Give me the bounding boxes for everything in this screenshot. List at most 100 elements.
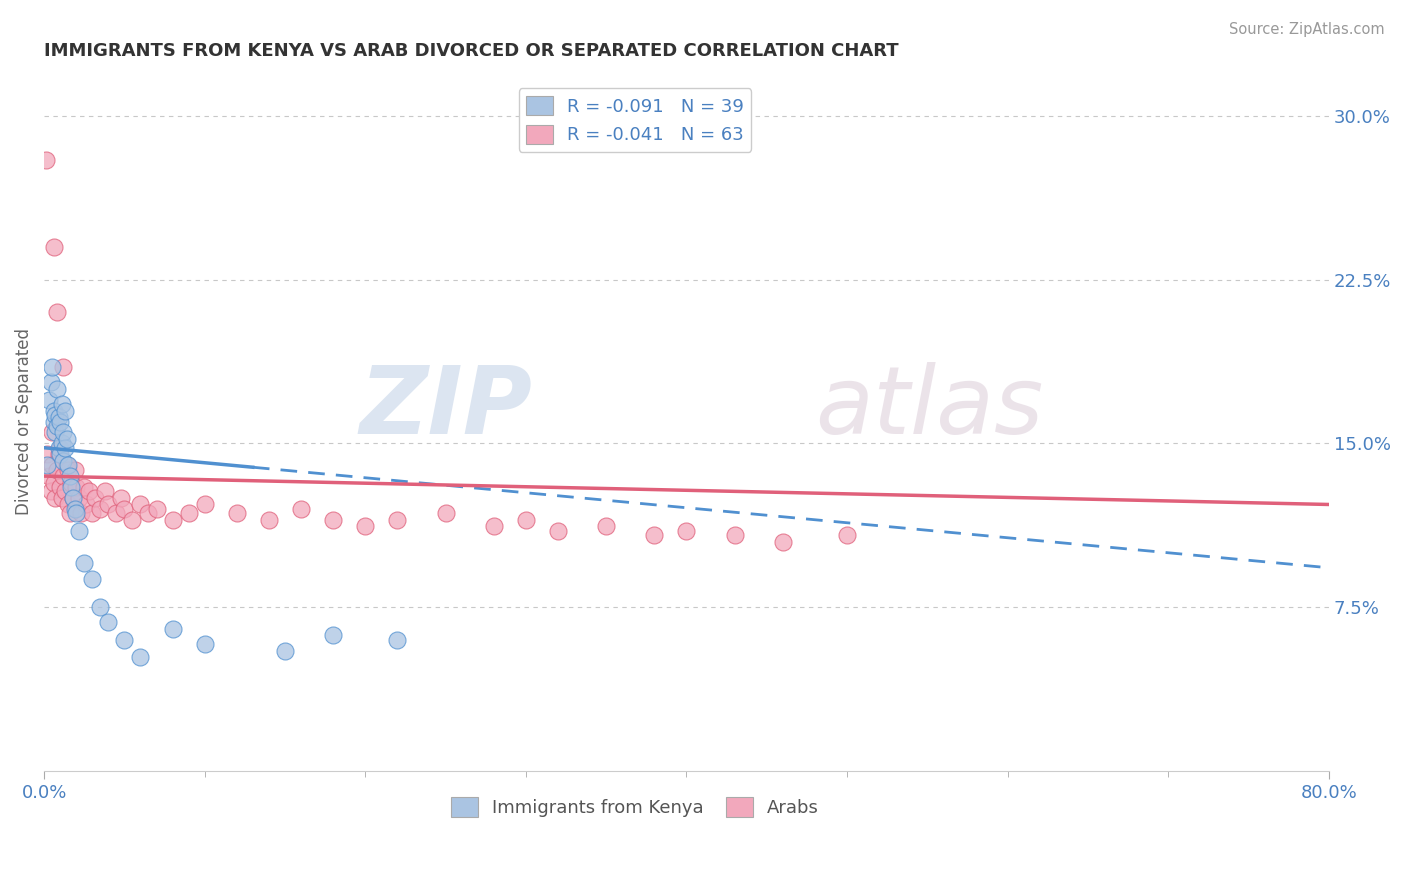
Point (41, 359, 63, 374)
Point (274, 643, 297, 657)
Point (82, 506, 104, 520)
Point (354, 519, 377, 533)
Point (89, 600, 111, 615)
Point (58, 458, 80, 473)
Point (73, 480, 96, 494)
Point (42, 240, 65, 254)
Text: IMMIGRANTS FROM KENYA VS ARAB DIVORCED OR SEPARATED CORRELATION CHART: IMMIGRANTS FROM KENYA VS ARAB DIVORCED O… (44, 42, 898, 60)
Point (44, 408, 66, 422)
Point (51, 491, 73, 505)
Point (434, 506, 457, 520)
Point (82, 572, 104, 586)
Point (94, 484, 117, 499)
Point (42, 403, 65, 417)
Point (73, 557, 96, 571)
Point (129, 650, 152, 665)
Point (643, 528, 665, 542)
Point (46, 305, 69, 319)
Point (145, 501, 167, 516)
Point (44, 425, 66, 440)
Point (675, 524, 697, 538)
Point (38, 392, 60, 407)
Point (225, 506, 247, 520)
Point (46, 382, 69, 396)
Point (49, 441, 72, 455)
Point (290, 501, 312, 516)
Point (69, 491, 91, 505)
Point (38, 469, 60, 483)
Point (112, 501, 135, 516)
Point (62, 491, 84, 505)
Point (112, 632, 135, 647)
Point (49, 415, 72, 429)
Point (60, 475, 83, 490)
Point (110, 491, 132, 505)
Point (41, 425, 63, 440)
Legend: Immigrants from Kenya, Arabs: Immigrants from Kenya, Arabs (444, 790, 827, 824)
Point (70, 506, 93, 520)
Point (162, 622, 184, 636)
Point (121, 513, 143, 527)
Point (129, 498, 152, 512)
Point (322, 513, 344, 527)
Text: atlas: atlas (815, 362, 1043, 453)
Point (387, 632, 409, 647)
Point (35, 153, 58, 167)
Text: Source: ZipAtlas.com: Source: ZipAtlas.com (1229, 22, 1385, 37)
Point (62, 491, 84, 505)
Point (52, 425, 75, 440)
Point (49, 447, 72, 461)
Point (772, 534, 794, 549)
Point (46, 462, 69, 476)
Point (63, 501, 86, 516)
Point (46, 418, 69, 433)
Point (52, 469, 75, 483)
Point (55, 458, 77, 473)
Point (162, 513, 184, 527)
Point (482, 519, 505, 533)
Point (55, 432, 77, 446)
Point (723, 528, 745, 542)
Point (387, 513, 409, 527)
Point (257, 513, 280, 527)
Point (48, 447, 70, 461)
Point (58, 462, 80, 476)
Point (515, 513, 537, 527)
Point (69, 524, 91, 538)
Point (53, 403, 76, 417)
Point (177, 506, 200, 520)
Y-axis label: Divorced or Separated: Divorced or Separated (15, 328, 32, 515)
Point (97, 615, 120, 630)
Point (65, 501, 87, 516)
Point (59, 506, 82, 520)
Point (97, 498, 120, 512)
Point (105, 506, 128, 520)
Point (322, 628, 344, 642)
Point (77, 484, 100, 499)
Point (37, 458, 59, 473)
Point (547, 524, 569, 538)
Point (59, 469, 82, 483)
Point (89, 501, 111, 516)
Point (84, 491, 107, 505)
Point (39, 484, 62, 499)
Point (49, 480, 72, 494)
Point (52, 359, 75, 374)
Point (60, 480, 83, 494)
Point (42, 415, 65, 429)
Point (41, 458, 63, 473)
Point (51, 436, 73, 450)
Point (63, 462, 86, 476)
Point (53, 484, 76, 499)
Point (194, 637, 217, 651)
Point (37, 447, 59, 461)
Point (53, 441, 76, 455)
Point (65, 506, 87, 520)
Point (835, 528, 858, 542)
Point (39, 376, 62, 390)
Point (138, 506, 160, 520)
Point (52, 454, 75, 468)
Point (48, 441, 70, 455)
Point (75, 498, 97, 512)
Text: ZIP: ZIP (360, 361, 533, 454)
